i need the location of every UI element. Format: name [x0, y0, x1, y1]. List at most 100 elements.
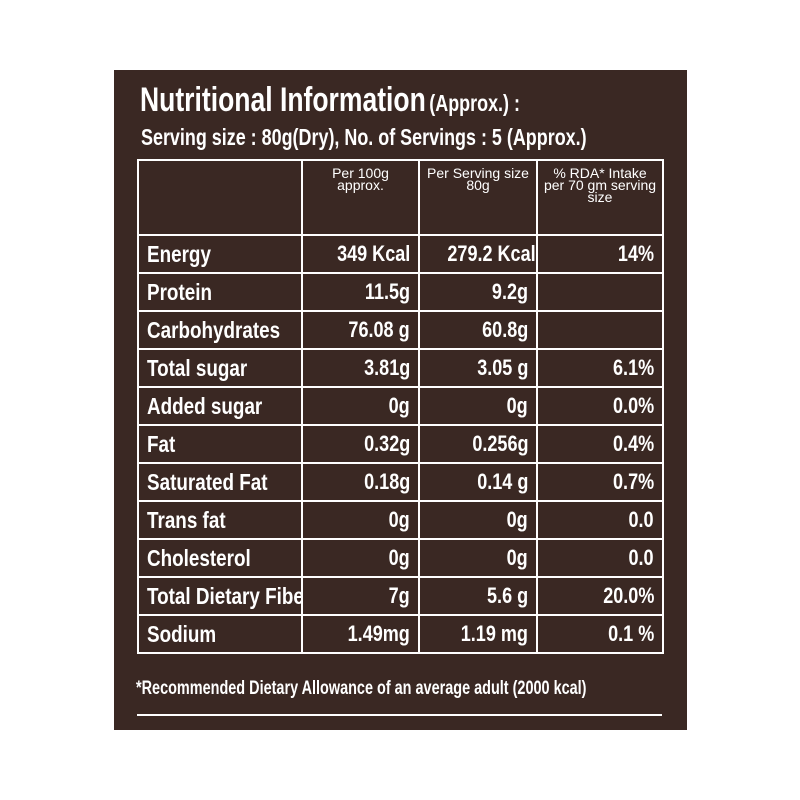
- serving-info: Serving size : 80g(Dry), No. of Servings…: [141, 124, 587, 150]
- per-serving-value: 5.6 g: [486, 583, 528, 608]
- rda-value: 0.4%: [612, 431, 654, 456]
- nutrient-name: Protein: [147, 278, 212, 305]
- per-serving-value: 9.2g: [491, 279, 528, 304]
- nutrient-name-cell: Saturated Fat: [137, 462, 303, 502]
- title-suffix: (Approx.) :: [429, 90, 520, 116]
- rda-value: 0.0: [628, 545, 654, 570]
- rda-value: 0.0: [628, 507, 654, 532]
- nutrient-name: Sodium: [147, 620, 217, 647]
- per-serving-value: 0.256g: [471, 431, 528, 456]
- per-100g-value: 0g: [388, 393, 410, 418]
- rda-value-cell: 0.7%: [536, 462, 664, 502]
- per-serving-value-cell: 5.6 g: [418, 576, 538, 616]
- per-serving-value: 0g: [506, 393, 528, 418]
- table-row: Saturated Fat 0.18g 0.14 g 0.7%: [137, 462, 664, 502]
- per-serving-value-cell: 1.19 mg: [418, 614, 538, 654]
- per-100g-value-cell: 76.08 g: [301, 310, 420, 350]
- per-serving-value: 279.2 Kcal: [447, 241, 536, 266]
- per-100g-value-cell: 3.81g: [301, 348, 420, 388]
- rda-value: 0.7%: [612, 469, 654, 494]
- rda-value-cell: [536, 310, 664, 350]
- nutrient-name-cell: Total sugar: [137, 348, 303, 388]
- nutrient-name: Saturated Fat: [147, 468, 268, 495]
- table-row: Added sugar 0g 0g 0.0%: [137, 386, 664, 426]
- rda-value: 0.0%: [612, 393, 654, 418]
- per-100g-value-cell: 349 Kcal: [301, 234, 420, 274]
- per-100g-value: 3.81g: [363, 355, 410, 380]
- per-serving-value-cell: 0g: [418, 386, 538, 426]
- nutrient-name: Total Dietary Fiber: [147, 582, 302, 609]
- nutrient-name: Trans fat: [147, 506, 226, 533]
- per-serving-value: 60.8g: [481, 317, 528, 342]
- per-100g-value: 1.49mg: [347, 621, 410, 646]
- per-100g-value: 349 Kcal: [336, 241, 410, 266]
- table-row: Total sugar 3.81g 3.05 g 6.1%: [137, 348, 664, 388]
- per-serving-value-cell: 60.8g: [418, 310, 538, 350]
- rda-value-cell: 0.1 %: [536, 614, 664, 654]
- per-100g-value-cell: 0.32g: [301, 424, 420, 464]
- per-serving-value: 0g: [506, 545, 528, 570]
- table-row: Energy 349 Kcal 279.2 Kcal 14%: [137, 234, 664, 274]
- table-row: Carbohydrates 76.08 g 60.8g: [137, 310, 664, 350]
- table-body: Energy 349 Kcal 279.2 Kcal 14% Protein 11.5g 9…: [137, 234, 664, 654]
- rda-value: 14%: [617, 241, 654, 266]
- nutrient-name-cell: Protein: [137, 272, 303, 312]
- rda-value-cell: [536, 272, 664, 312]
- rda-value-cell: 0.0: [536, 538, 664, 578]
- per-serving-value-cell: 0.14 g: [418, 462, 538, 502]
- per-100g-value-cell: 11.5g: [301, 272, 420, 312]
- per-serving-value-cell: 9.2g: [418, 272, 538, 312]
- per-serving-value-cell: 0g: [418, 500, 538, 540]
- per-100g-value-cell: 0.18g: [301, 462, 420, 502]
- table-row: Trans fat 0g 0g 0.0: [137, 500, 664, 540]
- table-row: Protein 11.5g 9.2g: [137, 272, 664, 312]
- per-serving-value-cell: 3.05 g: [418, 348, 538, 388]
- per-100g-value-cell: 0g: [301, 500, 420, 540]
- nutrient-name-cell: Carbohydrates: [137, 310, 303, 350]
- nutrition-label-panel: Nutritional Information (Approx.) : Serv…: [114, 70, 687, 730]
- nutrient-name-cell: Sodium: [137, 614, 303, 654]
- table-row: Fat 0.32g 0.256g 0.4%: [137, 424, 664, 464]
- nutrient-name: Energy: [147, 240, 211, 267]
- rda-value: 0.1 %: [607, 621, 654, 646]
- nutrient-name: Cholesterol: [147, 544, 251, 571]
- rda-value-cell: 14%: [536, 234, 664, 274]
- footnote: *Recommended Dietary Allowance of an ave…: [136, 674, 663, 704]
- header-per-100g: Per 100g approx.: [301, 159, 420, 236]
- per-100g-value-cell: 0g: [301, 538, 420, 578]
- per-100g-value: 0g: [388, 545, 410, 570]
- rda-value-cell: 0.0%: [536, 386, 664, 426]
- nutrient-name-cell: Cholesterol: [137, 538, 303, 578]
- per-serving-value-cell: 0g: [418, 538, 538, 578]
- bottom-divider: [137, 714, 662, 716]
- per-100g-value-cell: 0g: [301, 386, 420, 426]
- per-100g-value: 7g: [388, 583, 410, 608]
- per-100g-value-cell: 7g: [301, 576, 420, 616]
- nutrient-name-cell: Trans fat: [137, 500, 303, 540]
- per-serving-value: 1.19 mg: [460, 621, 528, 646]
- nutrient-name-cell: Added sugar: [137, 386, 303, 426]
- footnote-text: *Recommended Dietary Allowance of an ave…: [136, 678, 587, 699]
- table-header-row: Per 100g approx. Per Serving size 80g % …: [137, 159, 664, 236]
- nutrition-table: Per 100g approx. Per Serving size 80g % …: [137, 159, 664, 654]
- per-100g-value: 11.5g: [364, 279, 410, 304]
- nutrient-name: Total sugar: [147, 354, 248, 381]
- nutrient-name-cell: Fat: [137, 424, 303, 464]
- per-100g-value: 0.18g: [363, 469, 410, 494]
- rda-value-cell: 20.0%: [536, 576, 664, 616]
- table-row: Sodium 1.49mg 1.19 mg 0.1 %: [137, 614, 664, 654]
- per-serving-value: 3.05 g: [476, 355, 528, 380]
- per-serving-value: 0g: [506, 507, 528, 532]
- per-100g-value: 0.32g: [363, 431, 410, 456]
- rda-value: 6.1%: [612, 355, 654, 380]
- rda-value-cell: 6.1%: [536, 348, 664, 388]
- header-nutrient: [137, 159, 303, 236]
- per-100g-value: 0g: [388, 507, 410, 532]
- label-title: Nutritional Information (Approx.) :: [140, 80, 520, 127]
- header-per-serving: Per Serving size 80g: [418, 159, 538, 236]
- table-row: Cholesterol 0g 0g 0.0: [137, 538, 664, 578]
- nutrient-name-cell: Energy: [137, 234, 303, 274]
- per-serving-value-cell: 0.256g: [418, 424, 538, 464]
- per-100g-value-cell: 1.49mg: [301, 614, 420, 654]
- rda-value-cell: 0.4%: [536, 424, 664, 464]
